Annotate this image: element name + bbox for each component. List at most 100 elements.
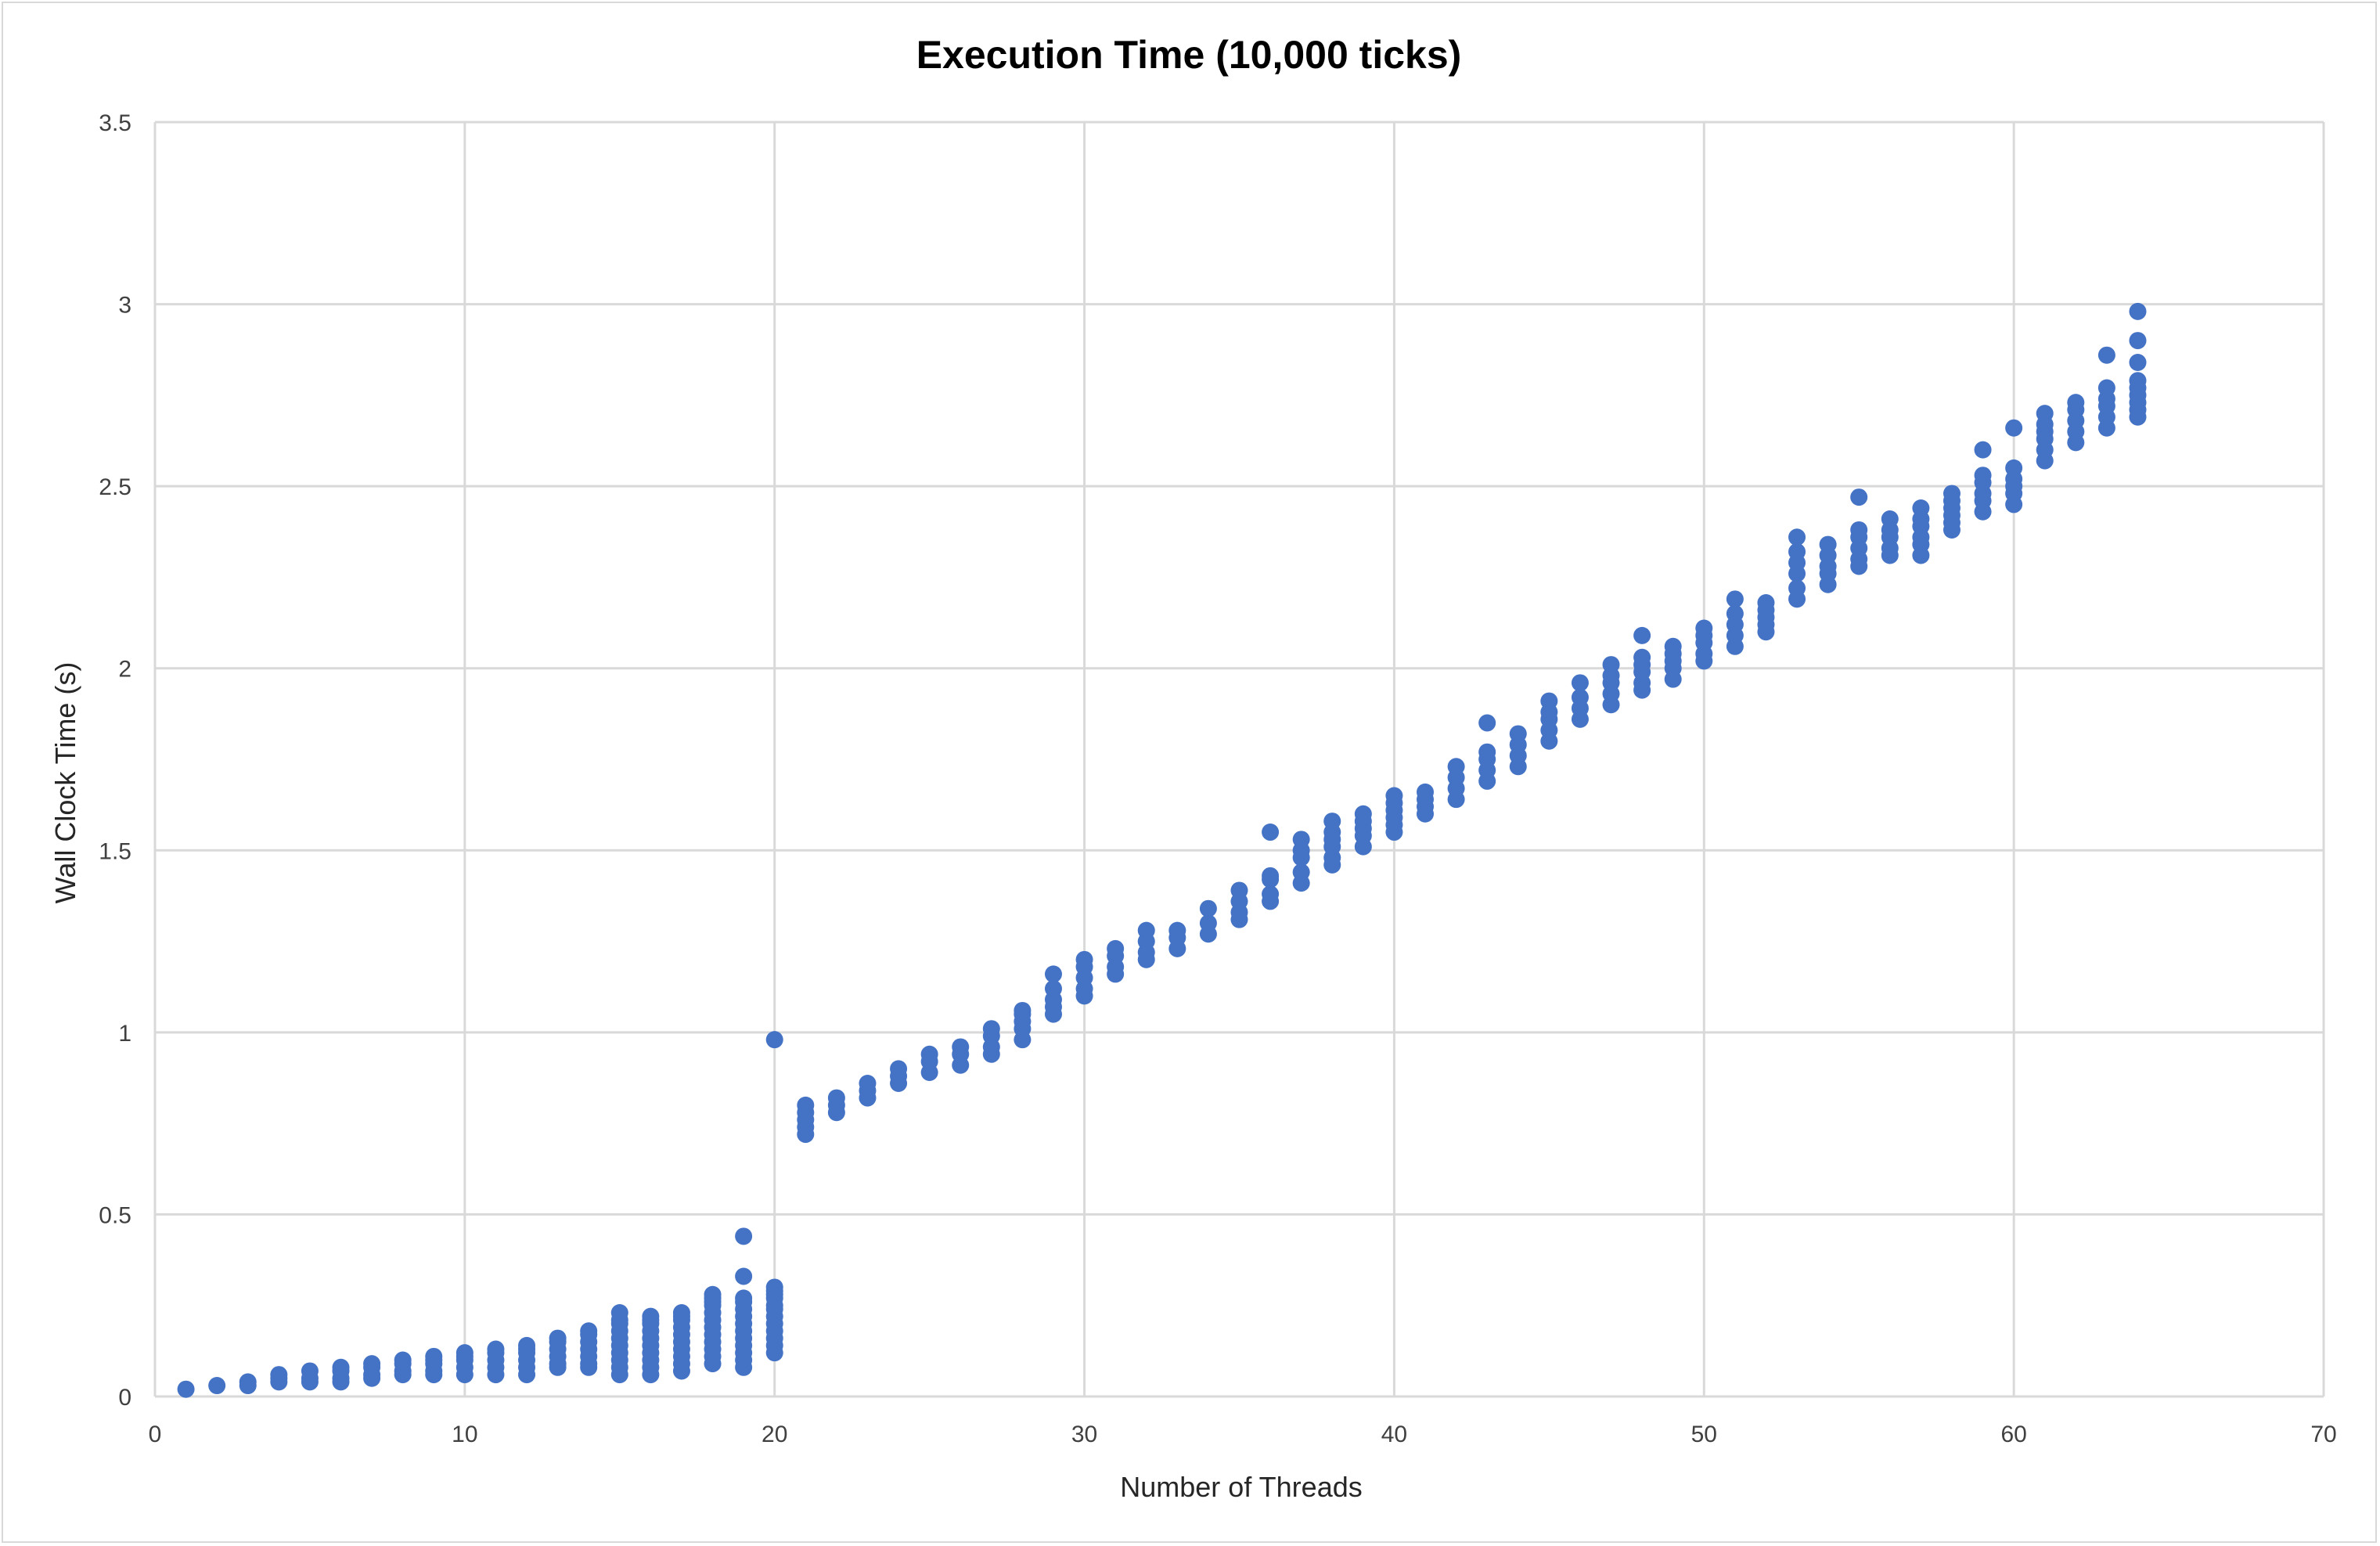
- data-point: [580, 1322, 598, 1340]
- x-tick-label: 40: [1381, 1422, 1407, 1447]
- data-point: [827, 1089, 845, 1107]
- data-point: [982, 1020, 1000, 1038]
- data-point: [1633, 648, 1651, 666]
- data-point: [1881, 510, 1899, 528]
- data-point: [1168, 921, 1186, 939]
- data-point: [2097, 346, 2115, 364]
- data-point: [1447, 758, 1465, 776]
- data-point: [1417, 783, 1435, 801]
- data-point: [1943, 485, 1961, 503]
- data-point: [1571, 674, 1589, 692]
- data-point: [1974, 441, 1992, 459]
- data-point: [1199, 899, 1217, 917]
- data-point: [1478, 743, 1496, 761]
- data-point: [1230, 881, 1248, 899]
- data-point: [890, 1060, 908, 1078]
- data-point: [1850, 521, 1868, 539]
- data-point: [859, 1074, 877, 1092]
- x-axis-ticks: 0 10 20 30 40 50 60 70: [149, 1422, 2337, 1447]
- data-point: [1075, 950, 1093, 968]
- y-tick-label: 3.5: [99, 110, 131, 136]
- y-tick-label: 1: [118, 1021, 131, 1047]
- x-tick-label: 70: [2310, 1422, 2336, 1447]
- data-point: [2129, 332, 2147, 350]
- data-point: [1695, 619, 1713, 637]
- x-tick-label: 60: [2000, 1422, 2026, 1447]
- data-point: [2129, 302, 2147, 320]
- x-tick-label: 50: [1691, 1422, 1717, 1447]
- data-point: [270, 1366, 288, 1384]
- y-axis-title: Wall Clock Time (s): [49, 662, 81, 904]
- data-point: [735, 1267, 753, 1285]
- data-point: [1262, 885, 1280, 903]
- data-points: [177, 302, 2147, 1398]
- data-point: [1137, 921, 1155, 939]
- data-point: [2067, 394, 2085, 412]
- y-tick-label: 3: [118, 293, 131, 319]
- data-point: [332, 1358, 350, 1376]
- chart-title: Execution Time (10,000 ticks): [916, 33, 1462, 77]
- x-tick-label: 0: [149, 1422, 162, 1447]
- data-point: [1788, 528, 1806, 546]
- data-point: [952, 1038, 970, 1056]
- y-axis-ticks: 0 0.5 1 1.5 2 2.5 3 3.5: [99, 110, 131, 1411]
- data-point: [642, 1307, 660, 1325]
- data-point: [1014, 1001, 1032, 1019]
- data-point: [1571, 688, 1589, 706]
- data-point: [208, 1377, 226, 1395]
- data-point: [239, 1373, 257, 1391]
- data-point: [1540, 692, 1558, 710]
- data-point: [394, 1351, 412, 1369]
- data-point: [1478, 714, 1496, 732]
- data-point: [610, 1304, 628, 1322]
- data-point: [1262, 823, 1280, 841]
- data-point: [672, 1304, 690, 1322]
- y-tick-label: 2.5: [99, 474, 131, 500]
- data-point: [1292, 831, 1310, 849]
- data-point: [2005, 419, 2023, 437]
- data-point: [2129, 353, 2147, 371]
- data-point: [1788, 542, 1806, 560]
- data-point: [704, 1285, 722, 1303]
- chart-svg: 0 10 20 30 40 50 60 70 0 0.5 1 1.5 2 2.5 3 3.5 Executi…: [49, 33, 2337, 1503]
- data-point: [2129, 372, 2147, 390]
- data-point: [1292, 863, 1310, 881]
- x-axis-title: Number of Threads: [1120, 1471, 1362, 1503]
- data-point: [1354, 805, 1372, 823]
- data-point: [765, 1031, 783, 1049]
- data-point: [363, 1355, 381, 1373]
- data-point: [2097, 379, 2115, 397]
- data-point: [455, 1344, 473, 1362]
- data-point: [1726, 604, 1744, 622]
- data-point: [797, 1096, 815, 1114]
- x-tick-label: 30: [1071, 1422, 1097, 1447]
- data-point: [1199, 914, 1217, 932]
- data-point: [735, 1227, 753, 1245]
- data-point: [1757, 593, 1775, 611]
- data-point: [1974, 467, 1992, 485]
- data-point: [1788, 579, 1806, 597]
- data-point: [1633, 626, 1651, 644]
- data-point: [177, 1380, 195, 1398]
- data-point: [1323, 813, 1341, 831]
- data-point: [1850, 488, 1868, 506]
- data-point: [1819, 535, 1837, 553]
- data-point: [1385, 787, 1403, 805]
- data-point: [425, 1347, 443, 1365]
- x-tick-label: 10: [452, 1422, 477, 1447]
- y-tick-label: 2: [118, 657, 131, 683]
- data-point: [1664, 637, 1682, 655]
- data-point: [1726, 590, 1744, 608]
- data-point: [920, 1045, 938, 1063]
- data-point: [2036, 405, 2054, 423]
- data-point: [518, 1336, 536, 1354]
- y-tick-label: 0: [118, 1385, 131, 1411]
- y-tick-label: 1.5: [99, 838, 131, 864]
- data-point: [735, 1289, 753, 1307]
- data-point: [1044, 980, 1062, 998]
- data-point: [1107, 939, 1125, 957]
- data-point: [1044, 965, 1062, 983]
- data-point: [2005, 459, 2023, 477]
- data-point: [1262, 867, 1280, 885]
